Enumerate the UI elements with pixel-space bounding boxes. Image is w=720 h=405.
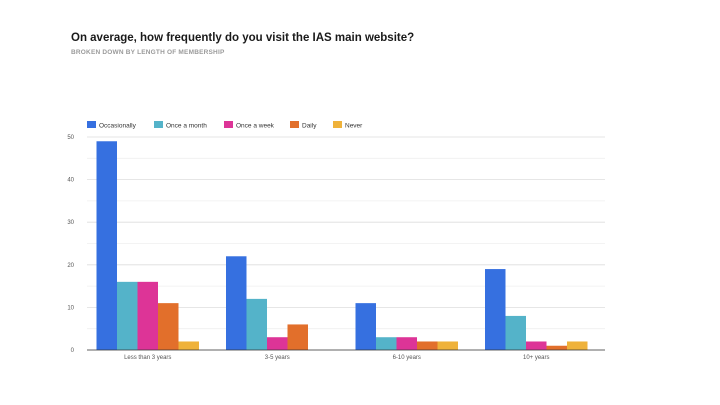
legend-label: Occasionally [99,123,137,130]
legend-swatch [87,121,96,128]
legend-label: Once a month [166,123,207,130]
bar-occasionally [355,303,376,350]
bar-once-a-week [396,337,417,350]
bar-daily [287,324,308,350]
bar-occasionally [485,269,506,350]
y-tick-label: 40 [67,178,74,184]
legend-swatch [290,121,299,128]
y-tick-label: 20 [67,263,74,269]
bar-once-a-week [526,341,547,350]
legend: Occasionally Once a month Once a week Daily… [87,121,363,130]
legend-label: Daily [302,123,317,130]
legend-swatch [154,121,163,128]
x-axis: Less than 3 years 3-5 years 6-10 years 10+ … [87,349,605,361]
bar-never [567,341,588,350]
y-tick-label: 50 [67,135,74,141]
bar-once-a-month [117,281,138,350]
chart-subtitle: BROKEN DOWN BY LENGTH OF MEMBERSHIP [71,49,225,56]
y-tick-label: 0 [71,348,75,354]
legend-label: Once a week [236,123,275,130]
bar-never [178,341,199,350]
y-tick-label: 30 [67,220,74,226]
y-tick-label: 10 [67,305,74,311]
x-tick-label: 3-5 years [265,355,290,361]
legend-label: Never [345,123,363,130]
legend-swatch [333,121,342,128]
bar-once-a-week [137,281,158,350]
x-tick-label: Less than 3 years [124,355,171,361]
bar-once-a-month [376,337,397,350]
bar-occasionally [96,141,117,350]
y-axis: 0 10 20 30 40 50 [67,135,74,354]
chart-title: On average, how frequently do you visit … [71,32,415,44]
bar-occasionally [226,256,247,350]
bar-once-a-week [267,337,288,350]
bar-once-a-month [246,298,267,350]
bar-daily [417,341,438,350]
bar-daily [158,303,179,350]
legend-swatch [224,121,233,128]
x-tick-label: 10+ years [523,355,550,361]
bar-never [437,341,458,350]
bars [96,141,588,350]
bar-daily [546,345,567,350]
bar-once-a-month [505,315,526,350]
x-tick-label: 6-10 years [393,355,421,361]
